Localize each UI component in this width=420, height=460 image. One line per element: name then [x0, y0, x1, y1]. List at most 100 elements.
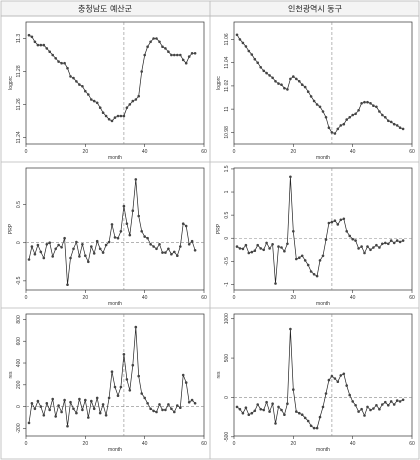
y-axis-label: PRP	[216, 223, 222, 234]
data-point	[116, 114, 120, 118]
data-point	[259, 66, 263, 69]
data-point	[193, 52, 197, 55]
data-point	[381, 113, 384, 117]
data-point	[122, 114, 126, 118]
data-point	[98, 247, 102, 251]
data-point	[289, 327, 292, 331]
data-point	[262, 69, 266, 73]
data-point	[72, 76, 75, 80]
data-point	[66, 66, 69, 70]
data-point	[158, 243, 161, 246]
data-point	[184, 61, 188, 65]
data-point	[277, 405, 280, 409]
x-tick-label: 20	[83, 295, 89, 301]
x-tick-label: 20	[291, 441, 297, 447]
data-point	[395, 399, 399, 402]
data-point	[134, 178, 138, 181]
data-point	[57, 60, 60, 63]
data-point	[173, 250, 176, 254]
data-point	[312, 426, 316, 430]
data-point	[131, 363, 135, 367]
data-point	[193, 249, 197, 252]
data-point	[187, 55, 191, 58]
data-point	[265, 400, 268, 404]
data-point	[113, 385, 117, 389]
y-tick-label: -1	[224, 282, 230, 287]
x-tick-label: 20	[291, 295, 297, 301]
data-point	[327, 221, 331, 225]
data-point	[78, 255, 81, 258]
data-point	[300, 254, 304, 258]
data-point	[280, 246, 283, 249]
y-axis-label: res	[216, 371, 222, 378]
data-point	[167, 403, 170, 406]
data-point	[128, 389, 132, 392]
data-point	[244, 406, 248, 410]
data-point	[295, 257, 298, 261]
data-point	[280, 83, 283, 86]
x-tick-label: 40	[350, 295, 356, 301]
data-point	[146, 45, 149, 48]
data-point	[321, 254, 325, 258]
data-point	[286, 402, 289, 406]
data-point	[238, 407, 242, 411]
data-point	[315, 426, 319, 430]
data-point	[247, 49, 251, 53]
data-point	[351, 237, 355, 241]
data-point	[384, 400, 387, 404]
data-point	[179, 245, 182, 248]
data-point	[36, 43, 40, 47]
y-tick-label: 1000	[224, 313, 230, 324]
data-point	[336, 127, 340, 131]
x-tick-label: 40	[350, 149, 356, 155]
data-point	[348, 393, 352, 397]
data-point	[253, 409, 257, 413]
data-point	[161, 45, 164, 48]
data-point	[253, 57, 257, 61]
data-point	[395, 239, 399, 242]
data-point	[256, 61, 260, 64]
data-point	[298, 411, 301, 415]
data-point	[119, 385, 123, 389]
data-point	[30, 245, 34, 248]
data-point	[306, 90, 310, 93]
data-point	[187, 243, 191, 246]
y-tick-label: 11.06	[224, 33, 230, 45]
data-point	[131, 209, 135, 212]
data-point	[98, 411, 102, 415]
chart-panel-2: 0 20 40 60 10.98 11 11.02 11.04 11.06 month logprc	[216, 21, 415, 161]
chart-panel-1: 0 20 40 60 11.24 11.26 11.28 11.3 month logprc	[8, 21, 207, 161]
data-point	[298, 256, 301, 260]
data-point	[30, 402, 34, 405]
data-point	[122, 204, 126, 208]
data-point	[247, 251, 251, 255]
data-point	[48, 241, 51, 244]
data-point	[57, 404, 60, 407]
y-tick-label: 1.5	[224, 165, 230, 172]
data-point	[27, 421, 31, 425]
data-point	[366, 100, 369, 104]
data-point	[363, 414, 366, 417]
data-point	[101, 403, 105, 406]
data-point	[387, 242, 390, 246]
data-point	[241, 41, 245, 45]
data-point	[69, 256, 72, 260]
data-point	[39, 43, 43, 47]
data-point	[342, 217, 346, 221]
data-point	[181, 222, 185, 225]
data-point	[179, 53, 182, 57]
data-point	[173, 410, 176, 414]
data-point	[143, 53, 146, 57]
data-point	[321, 110, 325, 113]
data-point	[128, 103, 132, 106]
data-point	[277, 245, 280, 248]
data-point	[66, 283, 69, 287]
data-point	[354, 239, 357, 242]
data-point	[45, 47, 49, 50]
data-point	[324, 392, 328, 395]
data-point	[27, 258, 31, 261]
data-point	[372, 104, 375, 107]
data-point	[107, 118, 111, 121]
data-point	[306, 419, 310, 423]
data-point	[315, 103, 319, 106]
